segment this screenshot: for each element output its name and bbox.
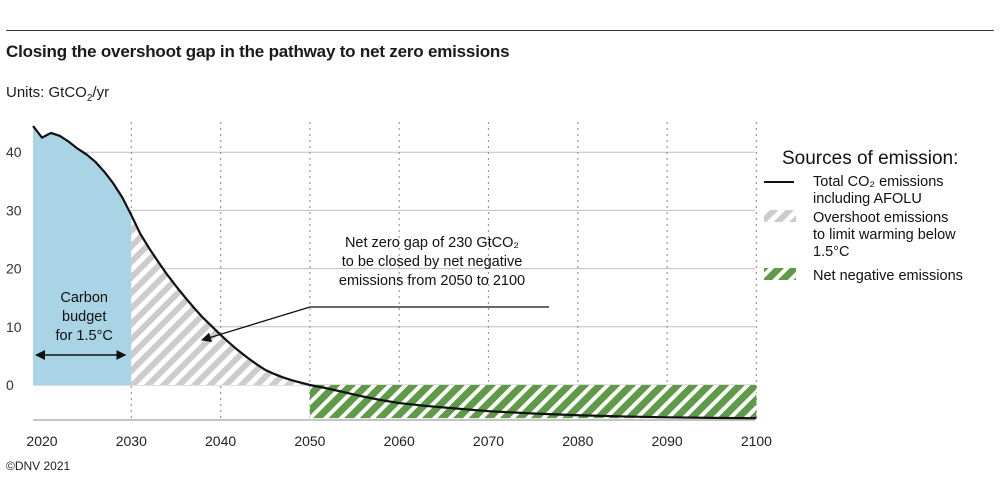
x-tick-label: 2040 <box>205 433 236 449</box>
legend-item-label: Total CO₂ emissions <box>813 174 944 190</box>
overshoot-area <box>131 215 310 385</box>
legend-item-label: including AFOLU <box>813 191 922 207</box>
units-prefix: Units: <box>6 84 49 101</box>
units-label: Units: GtCO2/yr <box>6 84 109 104</box>
x-tick-label: 2060 <box>384 433 415 449</box>
y-tick-label: 30 <box>6 202 22 218</box>
x-tick-label: 2030 <box>116 433 147 449</box>
legend-swatch-hatched-green <box>764 268 796 280</box>
legend-item-label: 1.5°C <box>813 244 849 260</box>
legend-item-label: to limit warming below <box>813 227 956 243</box>
carbon-budget-label: for 1.5°C <box>55 328 112 344</box>
gap-annotation-label: emissions from 2050 to 2100 <box>339 273 525 289</box>
units-main: GtCO <box>48 84 87 101</box>
x-tick-label: 2070 <box>473 433 504 449</box>
y-tick-label: 20 <box>6 261 22 277</box>
copyright: ©DNV 2021 <box>6 459 71 473</box>
x-tick-label: 2080 <box>562 433 593 449</box>
x-tick-label: 2050 <box>294 433 325 449</box>
gap-annotation-label: Net zero gap of 230 GtCO₂ <box>345 235 519 251</box>
y-tick-label: 0 <box>6 377 14 393</box>
carbon-budget-area <box>33 126 132 385</box>
gap-annotation-label: to be closed by net negative <box>342 254 523 270</box>
legend-swatch-hatched-grey <box>764 210 796 222</box>
x-tick-label: 2100 <box>741 433 772 449</box>
legend-item-label: Net negative emissions <box>813 268 963 284</box>
y-tick-label: 40 <box>6 144 22 160</box>
x-tick-label: 2090 <box>652 433 683 449</box>
chart-title: Closing the overshoot gap in the pathway… <box>6 42 510 61</box>
x-tick-label: 2020 <box>26 433 57 449</box>
y-tick-label: 10 <box>6 319 22 335</box>
legend-title: Sources of emission: <box>782 148 958 169</box>
units-suffix: /yr <box>92 84 110 101</box>
units-sub: 2 <box>86 93 93 104</box>
top-rule <box>6 30 994 31</box>
gap-leader-arrow <box>201 306 311 343</box>
carbon-budget-label: Carbon <box>60 290 108 306</box>
legend-item-label: Overshoot emissions <box>813 210 948 226</box>
emissions-line <box>32 125 757 420</box>
carbon-budget-label: budget <box>62 309 106 325</box>
